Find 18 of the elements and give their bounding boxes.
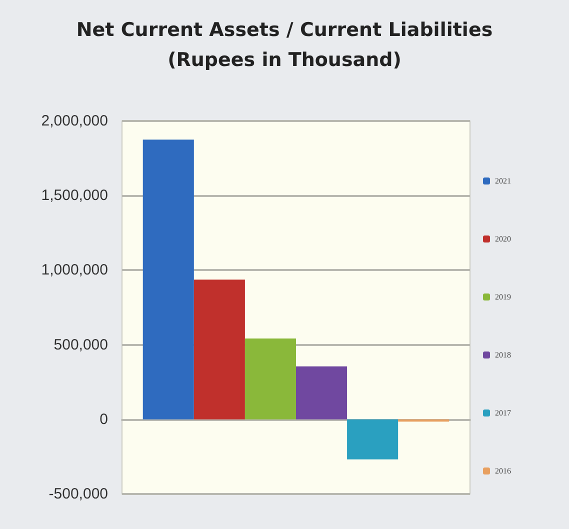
legend-label: 2021 <box>495 176 511 186</box>
y-tick-label: 0 <box>100 410 108 428</box>
y-tick-label: 1,500,000 <box>41 187 108 204</box>
bar <box>244 338 296 420</box>
chart-title: Net Current Assets / Current Liabilities (Rupees in Thousand) <box>76 19 493 71</box>
y-tick-label: 1,000,000 <box>41 262 108 279</box>
y-tick-label: 2,000,000 <box>41 112 108 130</box>
legend-label: 2018 <box>495 350 511 360</box>
y-tick-label: -500,000 <box>48 486 108 502</box>
legend-label: 2020 <box>495 234 511 244</box>
bar <box>296 366 348 420</box>
legend-label: 2019 <box>495 292 511 302</box>
legend-label: 2016 <box>495 466 511 476</box>
legend-label: 2017 <box>495 408 511 418</box>
bar <box>194 280 245 420</box>
bar <box>347 419 398 460</box>
y-tick-label: 500,000 <box>54 336 108 354</box>
bar <box>142 140 194 420</box>
